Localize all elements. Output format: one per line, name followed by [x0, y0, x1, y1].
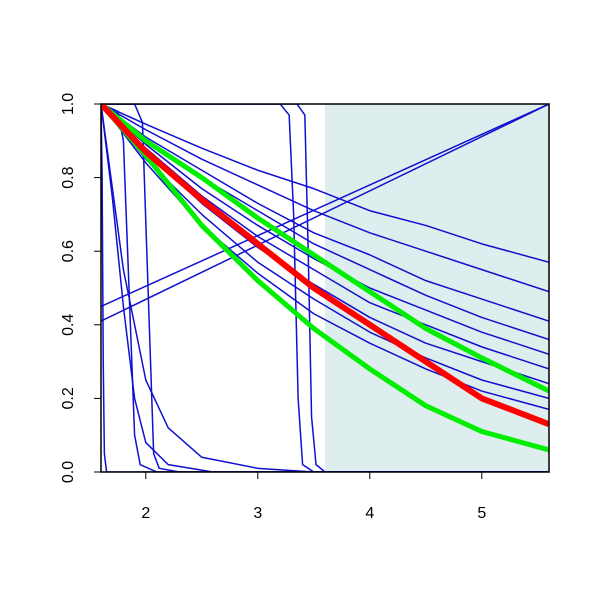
- series-line: [101, 104, 549, 355]
- plot-frame: [100, 103, 550, 473]
- x-tick-label: 4: [365, 505, 374, 522]
- series-line: [101, 104, 549, 427]
- y-tick-label: 0.4: [60, 314, 77, 336]
- x-tick-label: 2: [141, 505, 150, 522]
- series-line: [101, 104, 549, 472]
- y-tick-label: 1.0: [60, 93, 77, 115]
- series-line: [101, 104, 549, 472]
- series-line: [101, 104, 549, 394]
- x-tick-label: 5: [477, 505, 486, 522]
- y-tick-label: 0.2: [60, 387, 77, 409]
- series-line: [101, 104, 549, 322]
- series-line: [101, 104, 549, 263]
- series-line: [101, 104, 549, 308]
- axes: 2 3 4 5 0.0 0.2 0.4 0.6 0.8 1.0: [60, 93, 550, 522]
- x-tick-label: 3: [253, 505, 262, 522]
- series-line: [101, 104, 549, 472]
- y-tick-label: 0.6: [60, 240, 77, 262]
- plot-area: [101, 104, 549, 472]
- series-line: [101, 104, 549, 472]
- shaded-region: [325, 104, 549, 472]
- y-tick-label: 0.0: [60, 461, 77, 483]
- y-tick-label: 0.8: [60, 166, 77, 188]
- series-line: [101, 104, 549, 453]
- series-line: [101, 104, 549, 322]
